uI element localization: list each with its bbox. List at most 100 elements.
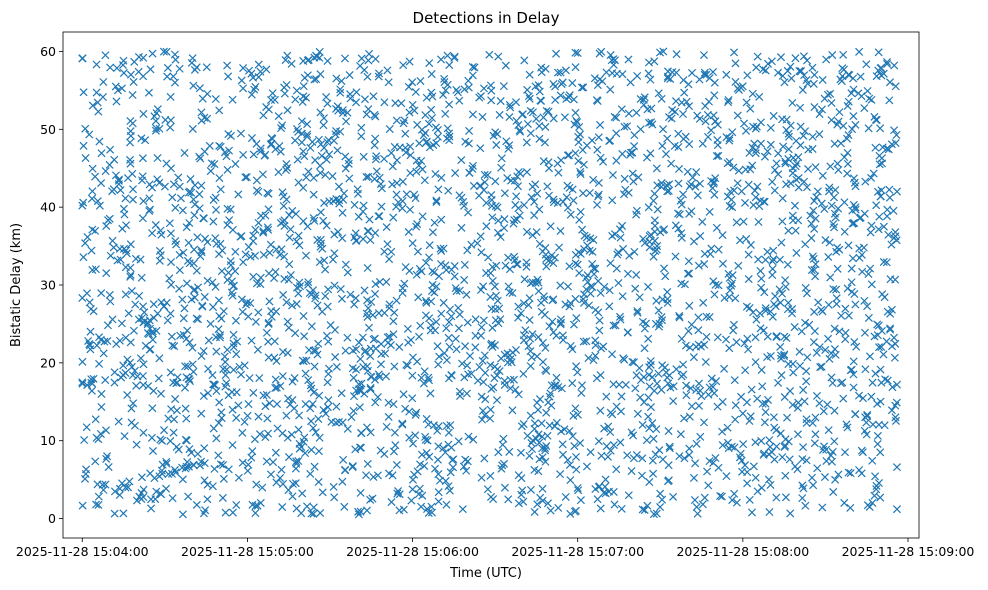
- data-point: [323, 56, 332, 66]
- data-point: [298, 489, 307, 498]
- data-point: [323, 378, 332, 387]
- data-point: [684, 327, 693, 336]
- data-point: [449, 463, 458, 472]
- data-point: [850, 289, 859, 298]
- data-point: [402, 360, 411, 369]
- data-point: [283, 317, 292, 326]
- data-point: [119, 370, 128, 379]
- data-point: [323, 138, 332, 147]
- data-point: [278, 503, 287, 512]
- data-point: [739, 440, 748, 449]
- data-point: [493, 228, 503, 237]
- data-point: [403, 324, 412, 333]
- data-point: [286, 271, 295, 280]
- data-point: [144, 382, 153, 391]
- data-point: [863, 412, 872, 421]
- data-point: [203, 114, 212, 123]
- data-point: [300, 332, 309, 341]
- data-point: [152, 487, 161, 496]
- data-point: [595, 316, 604, 325]
- data-point: [287, 430, 296, 439]
- data-point: [632, 270, 641, 279]
- data-point: [445, 342, 454, 351]
- data-point: [538, 338, 547, 347]
- data-point: [704, 97, 713, 106]
- data-point: [349, 406, 358, 415]
- data-point: [600, 482, 610, 491]
- data-point: [636, 94, 645, 104]
- data-point: [627, 467, 636, 476]
- data-point: [755, 202, 764, 211]
- data-point: [694, 326, 703, 335]
- data-point: [685, 102, 694, 111]
- data-point: [455, 96, 464, 105]
- data-point: [483, 170, 492, 180]
- data-point: [563, 203, 572, 212]
- data-point: [881, 375, 890, 384]
- data-point: [739, 217, 748, 226]
- data-point: [330, 325, 340, 334]
- data-point: [501, 261, 510, 270]
- data-point: [547, 401, 556, 410]
- data-point: [708, 382, 717, 391]
- data-point: [160, 182, 169, 191]
- data-point: [804, 164, 813, 174]
- data-point: [507, 176, 516, 185]
- data-point: [479, 282, 488, 291]
- data-point: [883, 59, 892, 69]
- data-point: [125, 477, 134, 486]
- data-point: [775, 255, 784, 264]
- data-point: [841, 328, 850, 337]
- data-point: [549, 114, 558, 123]
- data-point: [671, 252, 680, 261]
- data-point: [727, 279, 736, 288]
- data-point: [240, 417, 249, 426]
- data-point: [439, 244, 448, 253]
- data-point: [714, 245, 723, 254]
- data-point: [83, 233, 92, 242]
- data-point: [91, 172, 100, 181]
- data-point: [434, 360, 443, 369]
- data-point: [891, 339, 900, 348]
- data-point: [81, 239, 90, 248]
- data-point: [376, 446, 385, 455]
- data-point: [778, 217, 787, 226]
- data-point: [323, 99, 332, 108]
- data-point: [310, 216, 319, 225]
- data-point: [776, 298, 785, 307]
- data-point: [481, 395, 490, 404]
- data-point: [861, 177, 870, 186]
- data-point: [891, 82, 900, 91]
- data-point: [636, 393, 645, 402]
- data-point: [547, 251, 556, 260]
- data-point: [192, 63, 201, 72]
- data-point: [343, 268, 352, 277]
- data-point: [868, 378, 877, 387]
- data-point: [603, 452, 612, 461]
- data-point: [883, 212, 892, 221]
- data-point: [418, 212, 427, 221]
- data-point: [785, 455, 794, 464]
- data-point: [185, 445, 194, 454]
- data-point: [725, 136, 734, 145]
- data-point: [399, 61, 408, 70]
- data-point: [781, 493, 790, 502]
- data-point: [348, 364, 357, 373]
- data-point: [97, 289, 106, 298]
- data-point: [890, 61, 899, 70]
- data-point: [390, 362, 399, 371]
- data-point: [778, 453, 787, 462]
- data-point: [200, 292, 209, 301]
- data-point: [769, 413, 778, 422]
- data-point: [370, 174, 379, 184]
- data-point: [308, 137, 317, 146]
- data-point: [874, 48, 883, 57]
- data-point: [883, 57, 892, 67]
- data-point: [78, 201, 87, 210]
- data-point: [684, 80, 693, 89]
- data-point: [459, 197, 468, 206]
- data-point: [294, 425, 303, 434]
- data-point: [830, 324, 839, 333]
- data-point: [835, 108, 844, 117]
